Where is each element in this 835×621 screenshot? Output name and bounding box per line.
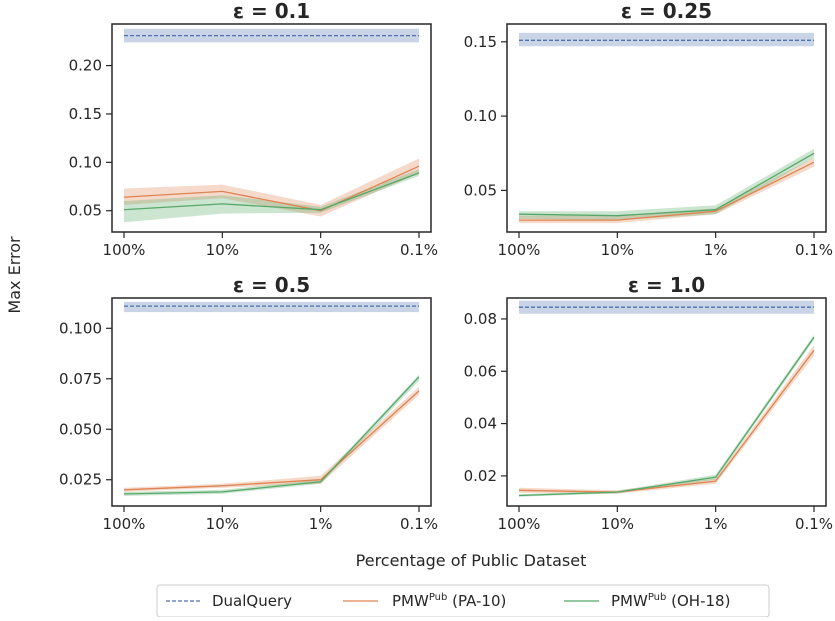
x-tick-label: 0.1%: [400, 241, 438, 259]
y-tick-label: 0.02: [464, 467, 497, 485]
band-dualquery: [124, 302, 419, 313]
plot-frame: [506, 23, 827, 233]
x-tick-label: 10%: [601, 241, 634, 259]
x-tick-label: 10%: [206, 241, 239, 259]
x-tick-label: 100%: [103, 515, 146, 533]
x-tick-label: 1%: [704, 515, 728, 533]
y-tick-label: 0.04: [464, 415, 497, 433]
y-tick-label: 0.05: [69, 202, 102, 220]
band-pa10: [519, 157, 814, 224]
y-tick-label: 0.025: [59, 471, 102, 489]
y-tick-label: 0.15: [69, 105, 102, 123]
x-tick-label: 1%: [309, 241, 333, 259]
band-oh18: [124, 374, 419, 496]
panel-eps-0-5: ε = 0.5 0.025 0.050 0.075 0.100 100% 10% 1% 0.1%: [59, 273, 438, 533]
plot-frame: [111, 23, 432, 233]
panel-eps-0-1: ε = 0.1 0.05 0.10 0.15 0.20 100% 10% 1% 0.1%: [69, 0, 438, 259]
panel-eps-1-0: ε = 1.0 0.02 0.04 0.06 0.08 100% 10% 1% 0.1%: [464, 273, 833, 533]
x-tick-label: 0.1%: [795, 241, 833, 259]
x-tick-label: 10%: [206, 515, 239, 533]
x-axis-label: Percentage of Public Dataset: [356, 551, 587, 570]
legend-item-oh18: PMWPub (OH-18): [564, 592, 730, 610]
x-tick-label: 10%: [601, 515, 634, 533]
line-pa10: [518, 349, 815, 493]
panel-title-eps-0-25: ε = 0.25: [621, 0, 712, 23]
x-tick-label: 100%: [498, 241, 541, 259]
x-tick-label: 0.1%: [795, 515, 833, 533]
y-tick-label: 0.06: [464, 362, 497, 380]
plot-frame: [111, 297, 432, 507]
legend-label-dualquery: DualQuery: [212, 592, 292, 610]
x-tick-label: 100%: [498, 515, 541, 533]
panel-title-eps-0-5: ε = 0.5: [233, 273, 310, 297]
line-oh18: [123, 376, 420, 495]
band-pa10: [124, 158, 419, 217]
y-axis-label: Max Error: [5, 236, 24, 314]
y-tick-label: 0.075: [59, 370, 102, 388]
panel-title-eps-0-1: ε = 0.1: [233, 0, 310, 23]
line-pa10: [519, 161, 815, 221]
line-pa10: [123, 390, 420, 491]
y-tick-label: 0.100: [59, 319, 102, 337]
y-tick-label: 0.05: [464, 181, 497, 199]
y-tick-label: 0.10: [69, 153, 102, 171]
band-dualquery: [519, 32, 814, 47]
legend-label-oh18: PMWPub (OH-18): [611, 592, 730, 610]
band-pa10: [124, 386, 419, 492]
legend-label-pa10: PMWPub (PA-10): [392, 592, 506, 610]
band-oh18: [519, 148, 814, 221]
panel-title-eps-1-0: ε = 1.0: [628, 273, 705, 297]
band-oh18: [124, 169, 419, 223]
y-tick-label: 0.08: [464, 310, 497, 328]
legend-item-pa10: PMWPub (PA-10): [343, 592, 506, 610]
legend: DualQuery PMWPub (PA-10) PMWPub (OH-18): [156, 584, 770, 618]
y-tick-label: 0.15: [464, 33, 497, 51]
y-tick-label: 0.10: [464, 107, 497, 125]
x-tick-label: 100%: [103, 241, 146, 259]
panel-eps-0-25: ε = 0.25 0.05 0.10 0.15 100% 10% 1% 0.1%: [464, 0, 833, 259]
band-oh18: [519, 334, 814, 497]
line-oh18: [123, 172, 420, 211]
line-pa10: [123, 165, 420, 212]
legend-item-dualquery: DualQuery: [166, 592, 292, 610]
y-tick-label: 0.20: [69, 57, 102, 75]
x-tick-label: 1%: [704, 241, 728, 259]
line-oh18: [518, 336, 815, 497]
line-oh18: [518, 152, 815, 217]
plot-frame: [506, 297, 827, 507]
y-tick-label: 0.050: [59, 420, 102, 438]
x-tick-label: 0.1%: [400, 515, 438, 533]
band-pa10: [519, 345, 814, 494]
x-tick-label: 1%: [309, 515, 333, 533]
